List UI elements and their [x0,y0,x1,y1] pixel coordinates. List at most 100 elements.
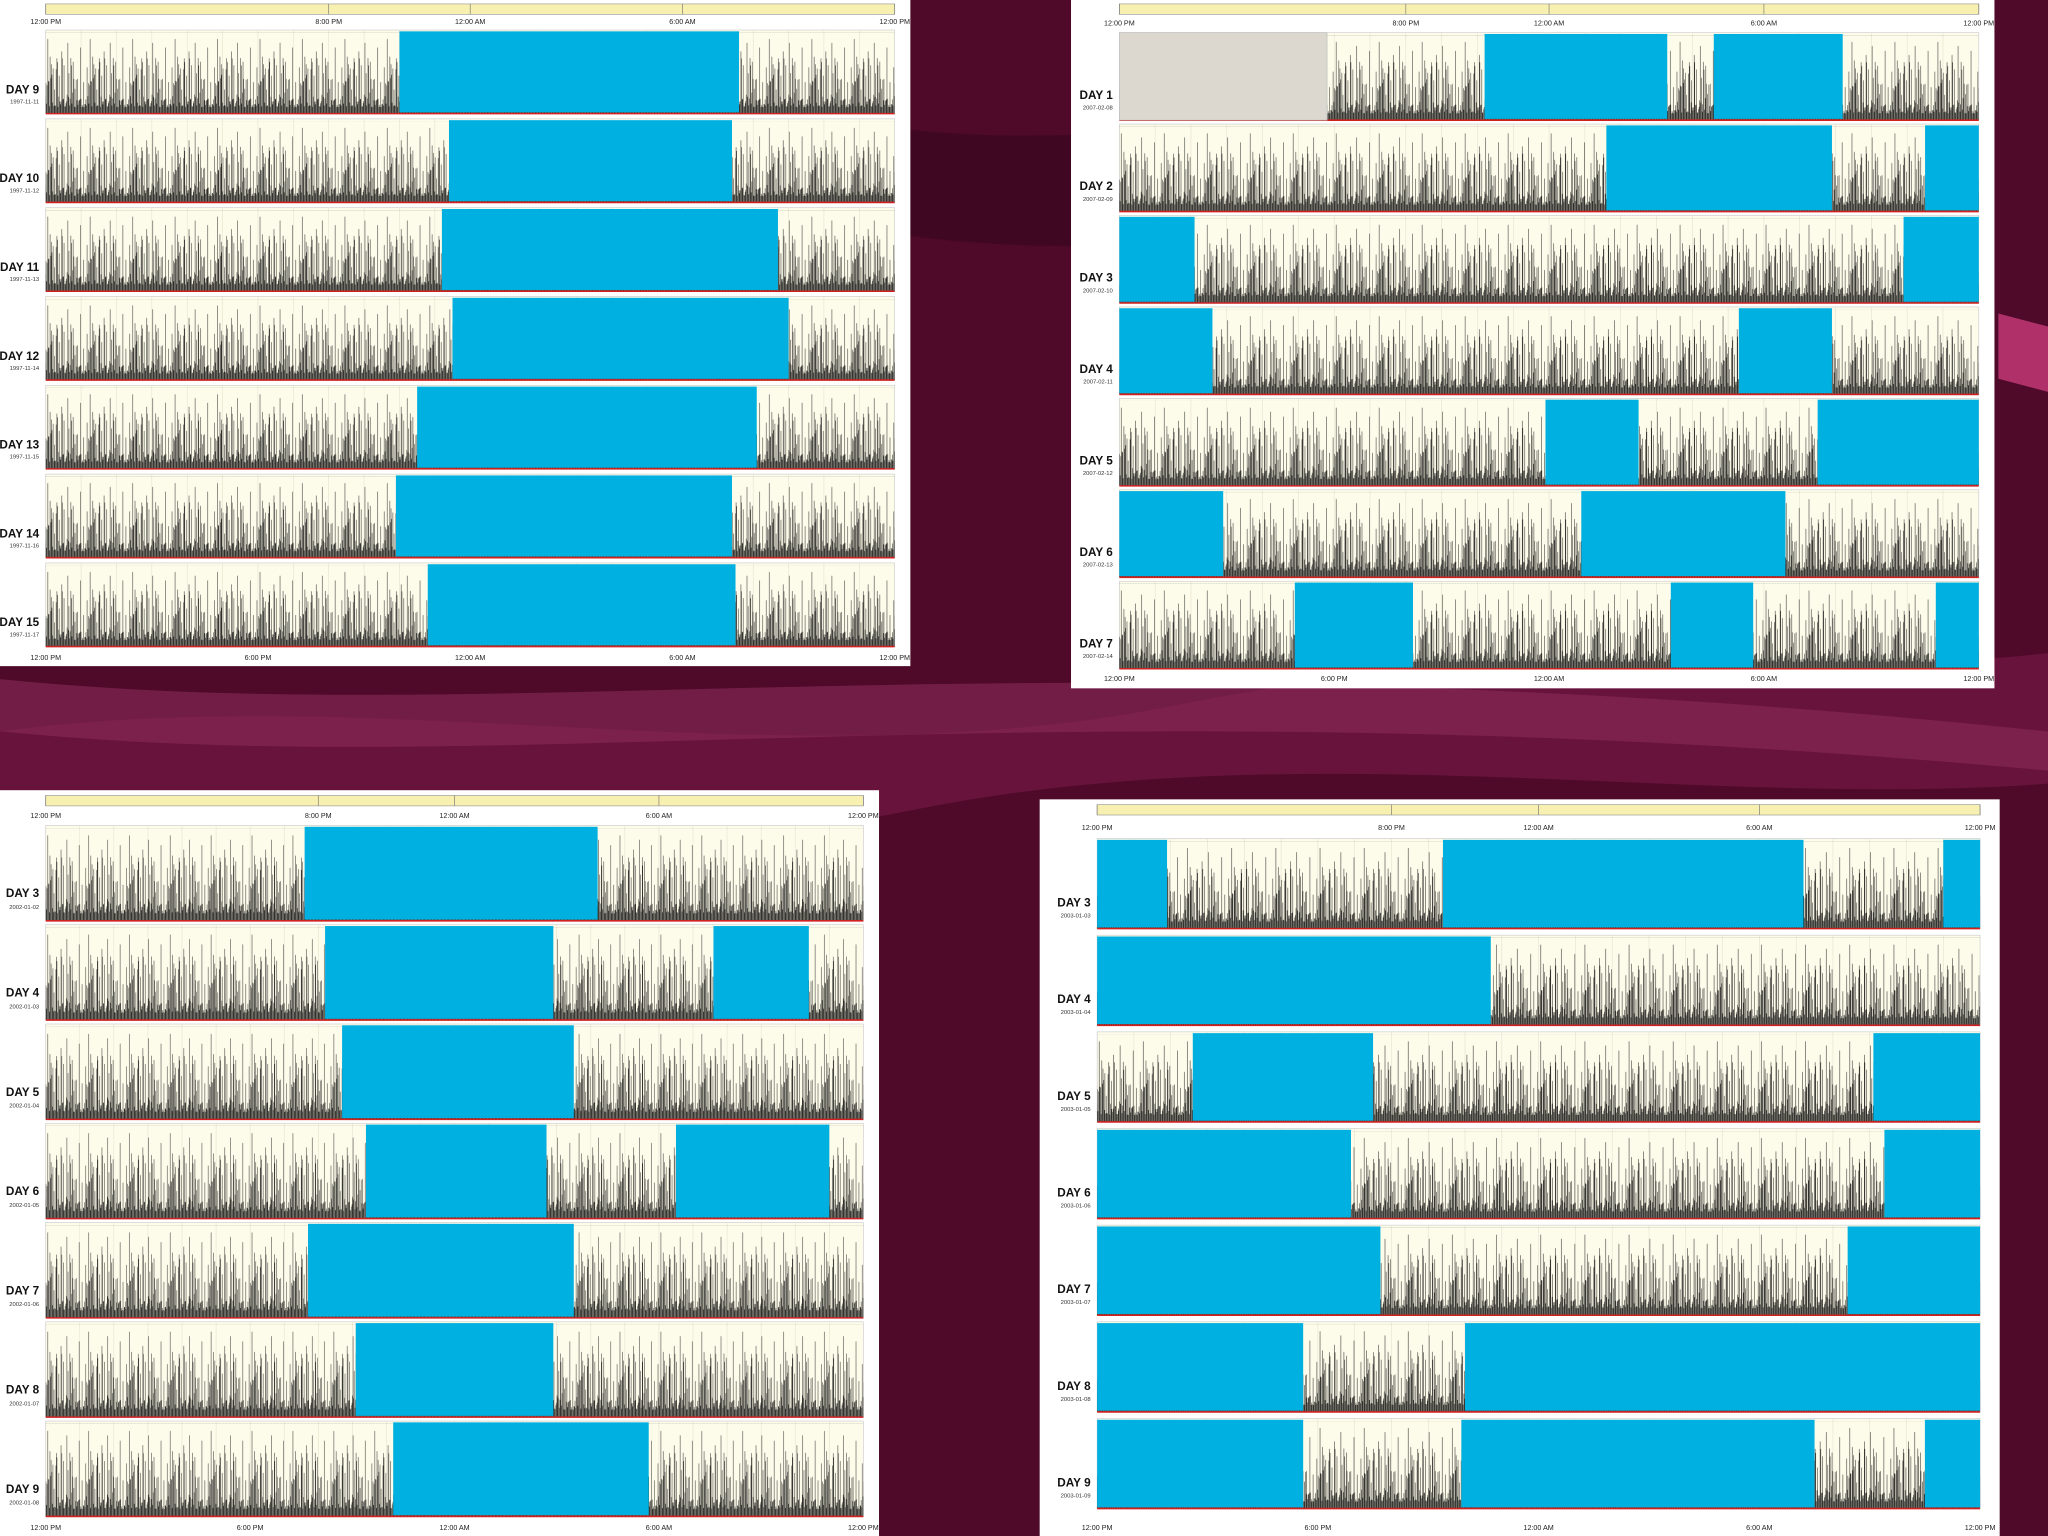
day-date: 2003-01-07 [1061,1300,1091,1306]
day-label: DAY 3 [1057,897,1091,910]
sleep-period [448,120,732,202]
sleep-period [1847,1226,1981,1314]
day-date: 2003-01-06 [1061,1204,1091,1210]
day-label: DAY 6 [1079,546,1113,559]
day-label: DAY 12 [0,350,40,363]
sleep-period [675,1124,830,1218]
day-date: 1997-11-16 [10,544,40,550]
day-label: DAY 15 [0,616,40,629]
day-date: 2003-01-09 [1061,1494,1091,1500]
activity [1119,309,1979,395]
top-tick-label: 12:00 AM [455,18,485,26]
sleep-period [1461,1419,1815,1508]
sleep-period [1097,1419,1304,1508]
x-tick-label: 12:00 AM [455,654,485,662]
day-date: 2007-02-09 [1083,197,1113,203]
sleep-period [1817,399,1979,485]
day-date: 2007-02-12 [1083,471,1113,477]
x-tick-label: 12:00 PM [30,654,61,662]
sleep-period [399,31,740,113]
top-tick-label: 6:00 AM [1746,824,1772,832]
no-data [1119,32,1328,121]
sleep-period [1484,33,1668,119]
top-tick-label: 8:00 PM [315,18,342,26]
activity [1119,492,1979,578]
x-tick-label: 12:00 PM [1965,1524,1996,1532]
day-label: DAY 9 [6,83,40,96]
sleep-period [1119,216,1195,302]
sleep-period [1713,33,1843,119]
top-tick-label: 12:00 AM [439,812,469,820]
day-label: DAY 13 [0,439,40,452]
day-label: DAY 14 [0,527,40,540]
sleep-period [417,386,757,468]
sleep-period [1097,1226,1381,1314]
sleep-period [713,926,809,1019]
day-label: DAY 1 [1079,89,1113,102]
sleep-period [355,1323,554,1416]
day-date: 1997-11-15 [10,455,40,461]
top-tick-label: 6:00 AM [669,18,695,26]
sleep-period [427,564,736,646]
top-tick-label: 8:00 PM [1392,19,1419,27]
x-tick-label: 6:00 AM [1751,675,1777,683]
x-tick-label: 6:00 PM [245,654,272,662]
day-date: 2003-01-05 [1061,1107,1092,1113]
day-label: DAY 8 [1057,1380,1091,1393]
sleep-period [1294,582,1413,668]
day-label: DAY 2 [1079,180,1113,193]
x-tick-label: 6:00 PM [237,1524,264,1532]
x-tick-label: 6:00 PM [1305,1524,1332,1532]
top-tick-label: 12:00 AM [1523,824,1553,832]
sleep-period [1581,491,1786,576]
day-label: DAY 4 [1079,363,1113,376]
day-date: 2007-02-11 [1083,380,1113,386]
x-tick-label: 12:00 AM [439,1524,469,1532]
sleep-period [365,1124,547,1218]
day-date: 2007-02-14 [1083,654,1114,660]
x-tick-label: 12:00 PM [879,654,910,662]
top-tick-label: 12:00 PM [1963,19,1994,27]
sleep-period [1935,582,1979,668]
sleep-period [1119,308,1213,394]
sleep-period [1943,839,1981,928]
sleep-period [1097,1323,1304,1411]
activity [1119,218,1979,304]
sleep-period [1097,839,1168,928]
sleep-period [441,208,778,290]
day-date: 1997-11-17 [10,632,40,638]
day-label: DAY 7 [1079,637,1113,650]
sleep-period [395,475,732,557]
sleep-period [452,297,789,379]
day-label: DAY 5 [6,1086,40,1099]
top-tick-label: 8:00 PM [305,812,332,820]
x-tick-label: 12:00 AM [1534,675,1564,683]
top-tick-label: 8:00 PM [1378,824,1405,832]
x-tick-label: 12:00 PM [1082,1524,1113,1532]
x-tick-label: 12:00 AM [1523,1524,1553,1532]
sleep-period [1097,1129,1351,1218]
sleep-period [393,1422,649,1516]
sleep-period [1192,1033,1374,1121]
sleep-period [1903,216,1979,302]
actogram-panel: 12:00 PM 8:00 PM 12:00 AM 6:00 AM 12:00 PM 12… [0,790,880,1536]
sleep-period [1545,399,1639,485]
day-label: DAY 7 [1057,1283,1091,1296]
sleep-period [1442,839,1804,928]
x-tick-label: 12:00 PM [30,1524,61,1532]
day-date: 2007-02-10 [1083,288,1114,294]
sleep-period [1670,582,1754,668]
day-label: DAY 3 [6,887,40,900]
sleep-period [1925,125,1979,211]
x-tick-label: 12:00 PM [1963,675,1994,683]
day-date: 1997-11-12 [10,188,40,194]
top-tick-label: 12:00 PM [879,18,910,26]
day-label: DAY 5 [1057,1090,1091,1103]
top-tick-label: 12:00 PM [1082,824,1113,832]
sleep-period [1738,308,1832,394]
day-label: DAY 11 [0,261,40,274]
sleep-period [1465,1323,1981,1411]
day-label: DAY 6 [1057,1186,1091,1199]
day-date: 2002-01-08 [9,1501,39,1507]
